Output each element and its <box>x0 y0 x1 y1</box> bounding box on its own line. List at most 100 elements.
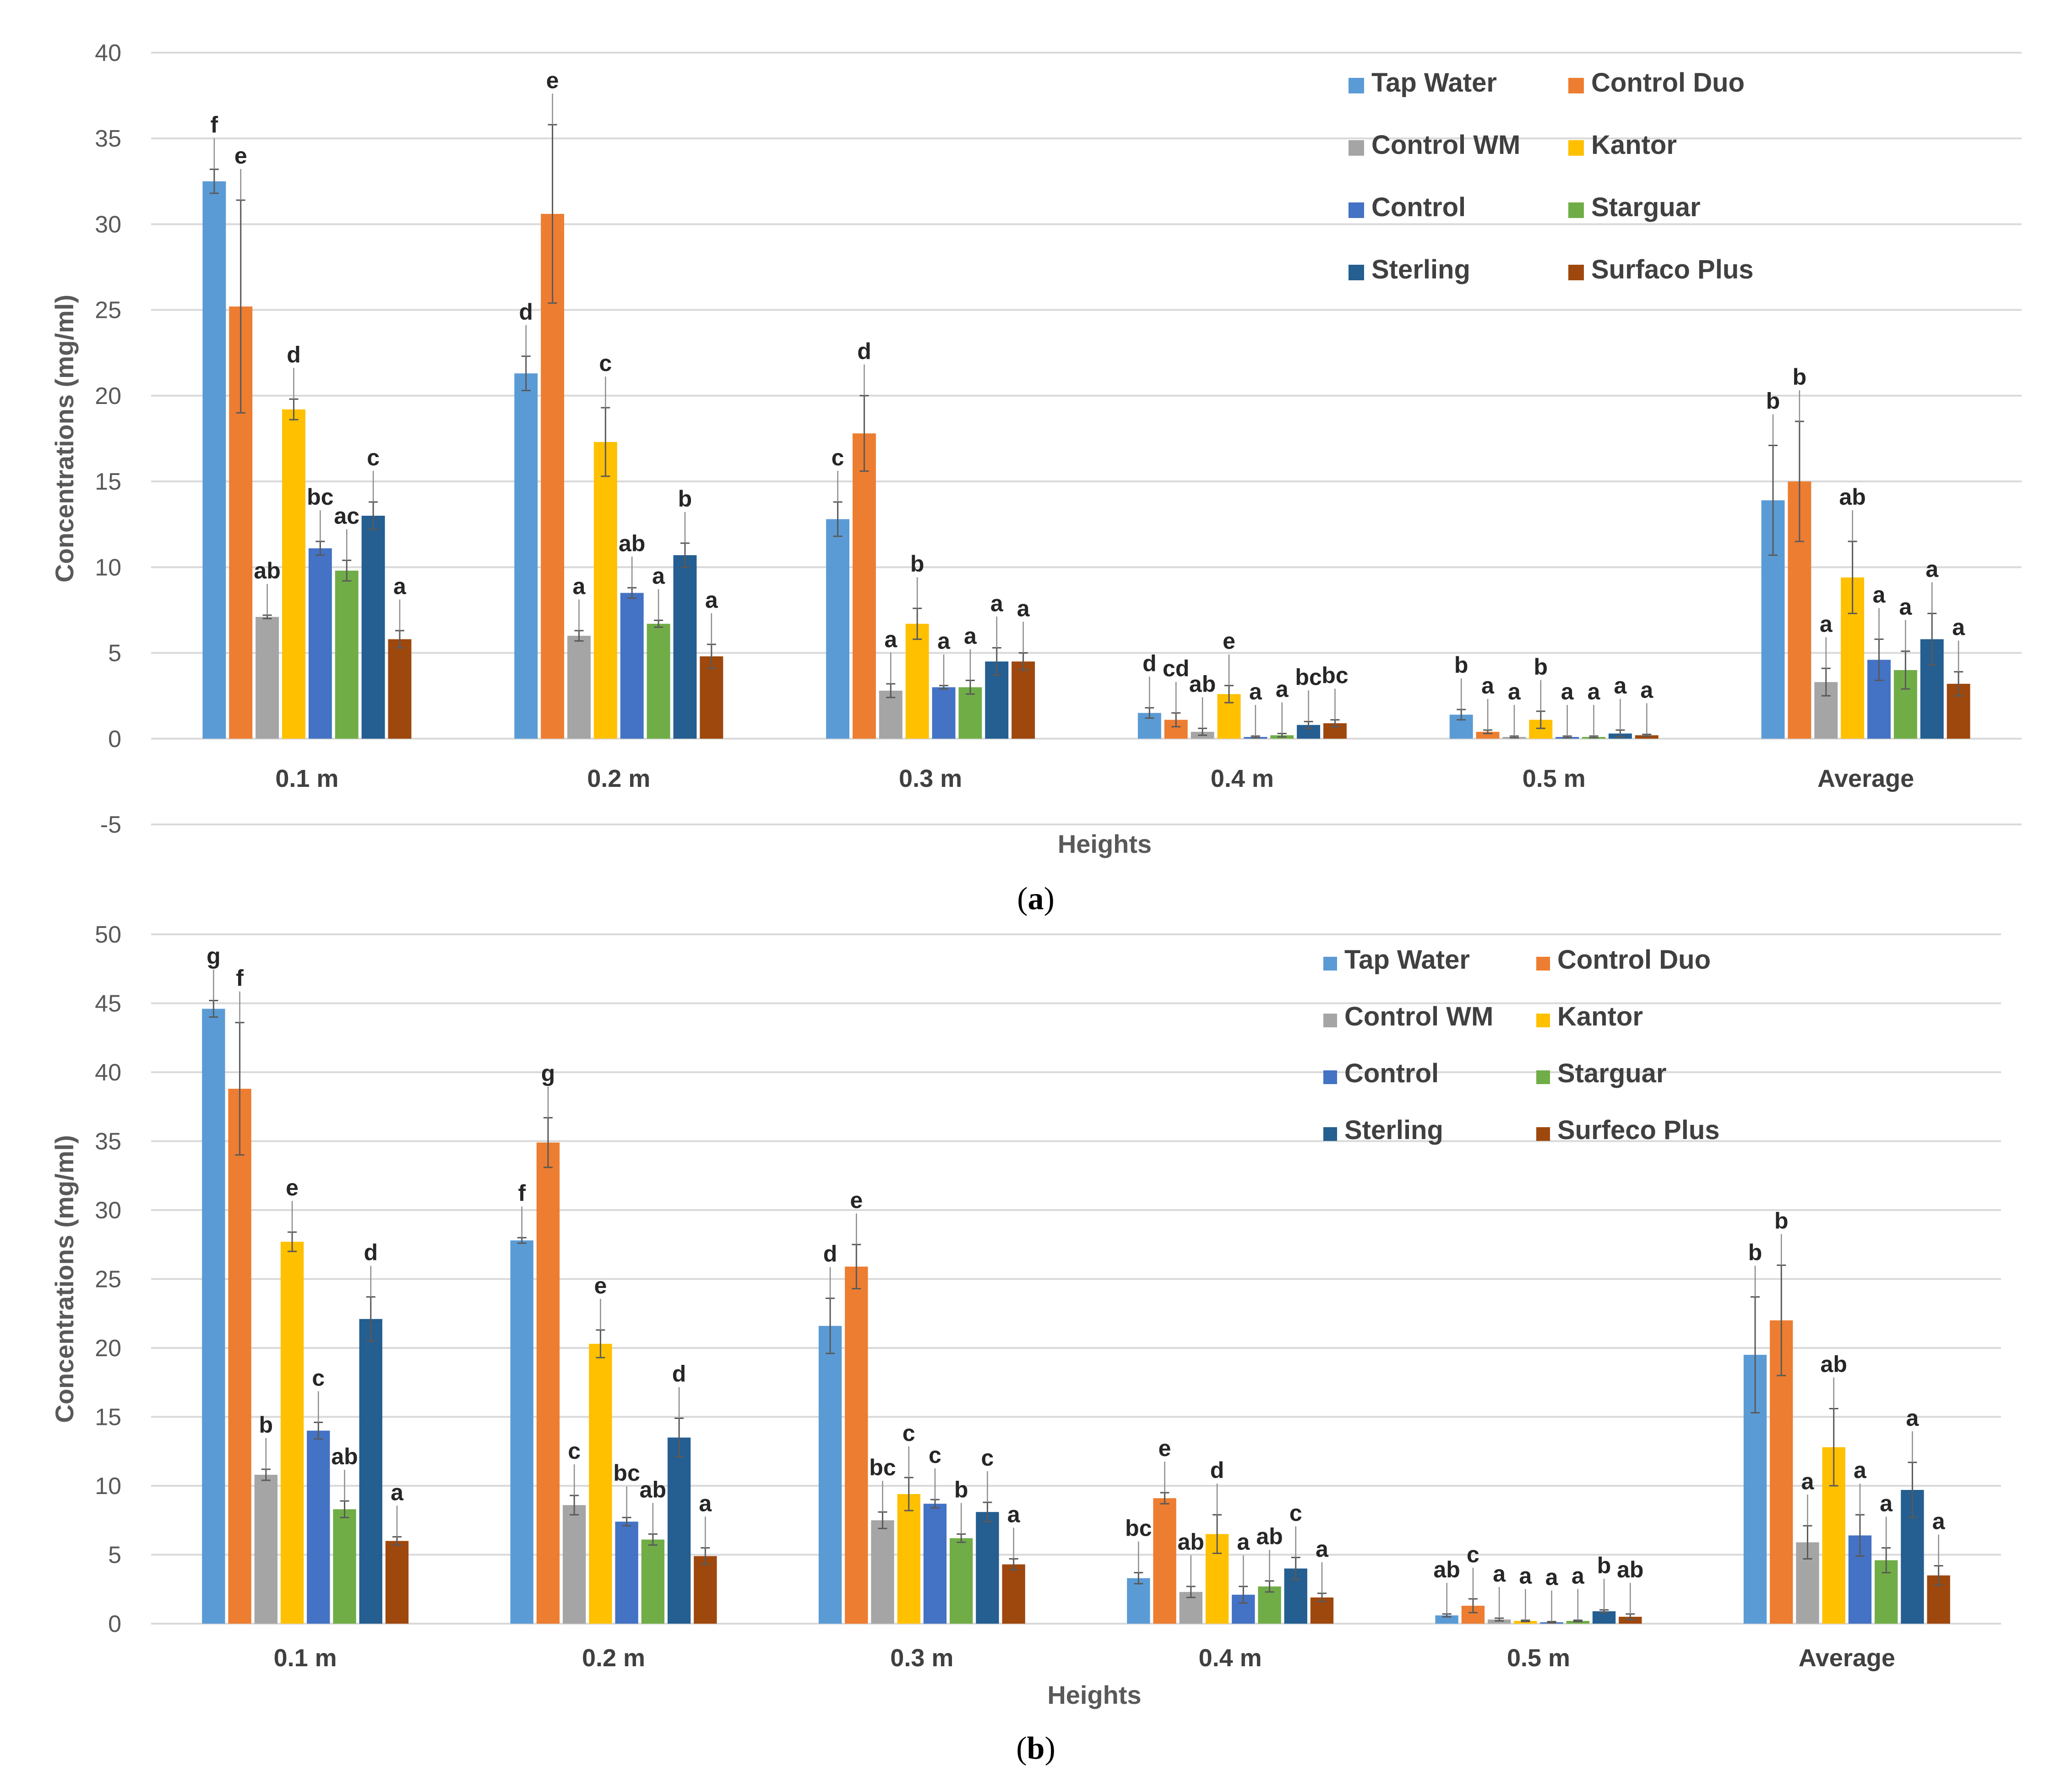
legend-label: Control WM <box>1371 130 1520 160</box>
significance-label: a <box>1493 1561 1506 1587</box>
bar-tap-water-0-3-m <box>818 1325 842 1624</box>
significance-label: b <box>954 1477 968 1502</box>
y-tick-label: 25 <box>95 1266 121 1293</box>
bar-surfaco-plus-0-3-m <box>1012 661 1035 739</box>
legend-item-kantor: Kantor <box>1536 1002 1643 1031</box>
bar-sterling-0-1-m <box>359 1319 382 1624</box>
legend-swatch <box>1536 1070 1550 1084</box>
bar-control-duo-0-4-m <box>1153 1498 1176 1624</box>
x-axis-title: Heights <box>1047 1680 1141 1709</box>
legend-swatch <box>1323 1014 1337 1027</box>
significance-label: d <box>287 342 301 367</box>
error-bar <box>1547 1620 1556 1624</box>
bar-kantor-0-2-m <box>589 1343 612 1624</box>
significance-label: a <box>1561 679 1574 704</box>
significance-label: a <box>1801 1468 1815 1494</box>
y-tick-label: 5 <box>108 640 121 667</box>
legend-item-kantor: Kantor <box>1568 130 1677 160</box>
significance-label: a <box>1572 1563 1585 1588</box>
category-label-0-3-m: 0.3 m <box>899 765 962 792</box>
bar-kantor-0-1-m <box>280 1242 304 1624</box>
significance-label: ab <box>1189 671 1216 697</box>
significance-label: a <box>937 628 951 654</box>
significance-label: a <box>1237 1529 1250 1555</box>
legend-swatch <box>1349 265 1364 280</box>
error-bars <box>209 999 1943 1624</box>
category-label-0-3-m: 0.3 m <box>890 1644 953 1672</box>
significance-label: ab <box>619 530 645 556</box>
legend-item-surfeco-plus: Surfeco Plus <box>1536 1115 1720 1145</box>
significance-label: e <box>1223 628 1235 654</box>
significance-label: a <box>1820 611 1833 637</box>
error-bar <box>1573 1619 1583 1622</box>
legend-item-tap-water: Tap Water <box>1349 68 1497 98</box>
significance-label: a <box>1906 1405 1920 1431</box>
bar-control-0-1-m <box>308 548 332 739</box>
category-label-average: Average <box>1799 1644 1895 1672</box>
bar-surfeco-plus-0-2-m <box>694 1556 717 1624</box>
bar-tap-water-0-1-m <box>202 1009 225 1624</box>
bar-starguar-0-2-m <box>641 1539 665 1624</box>
significance-label: c <box>832 445 844 470</box>
bar-kantor-0-5-m <box>1514 1620 1537 1624</box>
significance-label: bc <box>307 484 333 510</box>
bar-sterling-0-3-m <box>976 1512 999 1624</box>
significance-label: f <box>236 965 244 991</box>
legend-item-control-wm: Control WM <box>1323 1002 1493 1031</box>
bar-surfeco-plus-0-3-m <box>1002 1564 1025 1624</box>
y-tick-label: 45 <box>95 991 121 1017</box>
significance-label: e <box>286 1175 299 1200</box>
legend-swatch <box>1536 1014 1550 1027</box>
significance-label: b <box>1597 1553 1611 1578</box>
significance-label: a <box>652 563 665 589</box>
y-tick-label: 35 <box>95 1129 121 1155</box>
error-bar <box>395 630 404 649</box>
significance-label: a <box>1880 1490 1893 1516</box>
error-bar <box>1768 444 1778 556</box>
category-label-0-2-m: 0.2 m <box>582 1644 645 1672</box>
significance-label: d <box>519 299 533 325</box>
significance-label: c <box>568 1438 581 1464</box>
bars <box>202 1009 1950 1624</box>
error-bar <box>1848 540 1857 614</box>
bar-control-wm-0-3-m <box>879 690 903 739</box>
significance-label: a <box>964 623 977 649</box>
significance-label: b <box>678 486 692 512</box>
significance-label: e <box>1158 1435 1171 1461</box>
significance-label: a <box>1588 679 1601 704</box>
category-label-0-5-m: 0.5 m <box>1523 765 1586 792</box>
legend-item-tap-water: Tap Water <box>1323 945 1470 975</box>
legend-label: Tap Water <box>1371 68 1497 98</box>
legend-item-control-wm: Control WM <box>1349 130 1520 160</box>
significance-label: b <box>1766 388 1780 414</box>
significance-label: c <box>367 445 380 470</box>
significance-label: a <box>1545 1564 1559 1590</box>
legend-item-control: Control <box>1349 192 1466 222</box>
significance-label: bc <box>1295 664 1322 690</box>
legend-swatch <box>1536 957 1550 971</box>
error-bar <box>627 587 637 599</box>
bar-tap-water-0-2-m <box>514 373 538 739</box>
bars <box>202 181 1970 739</box>
error-bar <box>289 398 299 420</box>
category-label-0-4-m: 0.4 m <box>1211 765 1274 792</box>
significance-label: a <box>705 587 718 613</box>
bar-kantor-0-1-m <box>282 409 305 739</box>
bar-starguar-0-2-m <box>647 623 670 739</box>
significance-label: c <box>599 350 612 376</box>
legend-label: Control <box>1371 192 1466 222</box>
significance-label: a <box>391 1479 404 1505</box>
significance-label: ab <box>1256 1524 1283 1549</box>
legend-item-sterling: Sterling <box>1349 255 1470 284</box>
legend-swatch <box>1349 202 1364 218</box>
legend-label: Kantor <box>1557 1002 1643 1031</box>
legend-label: Kantor <box>1591 130 1677 160</box>
significance-label: a <box>1925 556 1939 582</box>
bar-sterling-0-1-m <box>361 516 385 739</box>
bar-starguar-0-5-m <box>1566 1620 1590 1624</box>
significance-label: a <box>1007 1502 1021 1527</box>
significance-label: a <box>1519 1563 1532 1588</box>
